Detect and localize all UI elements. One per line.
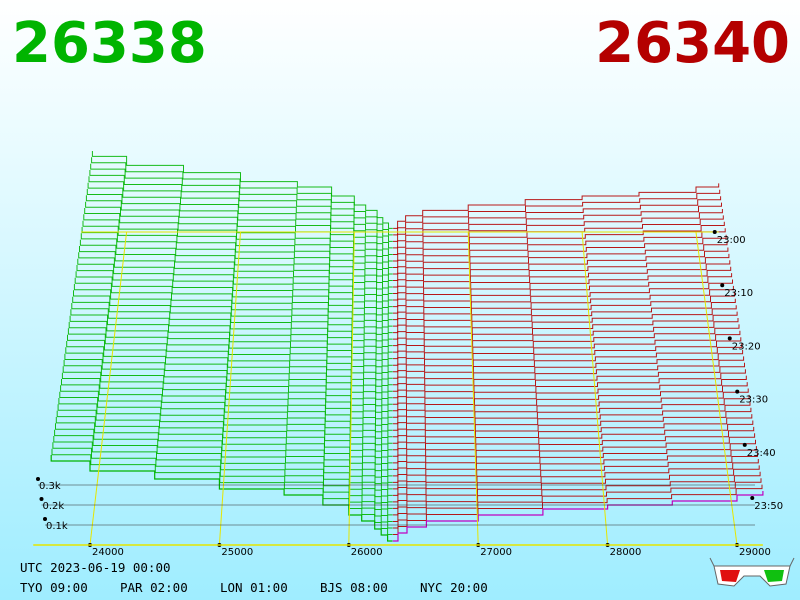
timezone-time: PAR 02:00 (120, 580, 188, 595)
price-grid-line (581, 231, 609, 546)
ask-depth-line (392, 414, 753, 464)
ask-depth-line (393, 196, 722, 242)
ask-depth-line (393, 285, 734, 334)
price-tick-label: 29000 (739, 547, 771, 558)
time-tick (720, 283, 725, 288)
price-tick-label: 28000 (610, 547, 642, 558)
time-tick (727, 336, 732, 341)
ask-depth-line (393, 311, 738, 360)
timezones: TYO 09:00 PAR 02:00 LON 01:00 BJS 08:00 NYC … (20, 580, 488, 595)
depth-tick (39, 497, 44, 501)
ask-depth-line (393, 221, 725, 268)
ask-depth-line (392, 337, 742, 386)
depth-tick (36, 477, 40, 481)
price-tick-label: 24000 (92, 547, 124, 558)
bid-price: 26338 (12, 11, 207, 76)
ask-depth-line (392, 426, 755, 477)
utc-time: UTC 2023-06-19 00:00 (20, 560, 171, 575)
time-tick (712, 230, 717, 234)
time-tick-label: 23:50 (754, 501, 783, 512)
price-tick-label: 25000 (221, 547, 253, 558)
price-grid-line (467, 231, 479, 546)
time-tick (735, 389, 740, 394)
ask-depth-line (392, 343, 743, 392)
depth-tick-label: 0.2k (43, 501, 65, 512)
ask-depth-line (392, 330, 741, 379)
price-tick-label: 27000 (480, 547, 512, 558)
ask-depth-line (393, 234, 727, 281)
bid-depth-line (50, 455, 393, 542)
ask-depth-line (392, 350, 744, 399)
ask-depth-line (393, 298, 736, 347)
bid-depth-line (55, 423, 393, 509)
depth-tick (43, 517, 47, 521)
ask-depth-line (392, 439, 756, 490)
price-grid-line (695, 231, 738, 546)
ask-depth-line (393, 183, 720, 229)
time-tick-label: 23:40 (747, 448, 776, 459)
price-grid-line (348, 231, 355, 546)
ask-depth-line (393, 260, 731, 308)
depth-tick-label: 0.1k (46, 521, 68, 532)
ask-depth-line (393, 279, 733, 327)
timezone-time: BJS 08:00 (320, 580, 388, 595)
time-tick-label: 23:00 (717, 235, 746, 246)
3d-glasses-icon (709, 557, 795, 587)
ask-depth-line (393, 228, 726, 275)
ask-depth-line (392, 394, 750, 444)
time-tick (742, 442, 747, 447)
depth-layers (50, 151, 764, 542)
ask-depth-line (393, 247, 729, 294)
ask-depth-line (392, 491, 764, 542)
time-tick (750, 496, 755, 501)
price-grid-line (218, 231, 241, 546)
depth-tick-label: 0.3k (39, 481, 61, 492)
ask-depth-line (393, 266, 732, 314)
ask-depth-line (392, 375, 747, 425)
ask-depth-line (392, 401, 751, 451)
ask-depth-line (392, 382, 748, 431)
timezone-time: TYO 09:00 (20, 580, 88, 595)
price-tick-label: 26000 (351, 547, 383, 558)
ask-depth-line (392, 356, 745, 405)
ask-depth-line (393, 241, 728, 288)
ask-depth-line (393, 209, 723, 255)
axes: 24000 25000 26000 27000 28000 29000 0.1k 0.2k 0.… (33, 230, 783, 558)
time-tick-label: 23:10 (724, 288, 753, 299)
timezone-time: LON 01:00 (220, 580, 288, 595)
ask-depth-line (393, 253, 730, 301)
time-tick-label: 23:20 (732, 341, 761, 352)
ask-depth-line (393, 202, 722, 249)
ask-depth-line (392, 407, 752, 457)
ask-depth-line (393, 305, 737, 353)
ask-depth-line (392, 318, 739, 366)
ask-depth-line (393, 189, 721, 236)
ask-depth-line (393, 292, 735, 340)
timezone-time: NYC 20:00 (420, 580, 488, 595)
ask-depth-line (392, 369, 746, 418)
ask-depth-line (392, 388, 749, 438)
ask-depth-line (393, 215, 724, 262)
ask-depth-line (393, 273, 733, 321)
time-tick-label: 23:30 (739, 395, 768, 406)
ask-depth-line (392, 324, 740, 373)
ask-depth-line (392, 362, 745, 412)
ask-price: 26340 (595, 11, 790, 76)
price-grid-line (89, 231, 128, 546)
